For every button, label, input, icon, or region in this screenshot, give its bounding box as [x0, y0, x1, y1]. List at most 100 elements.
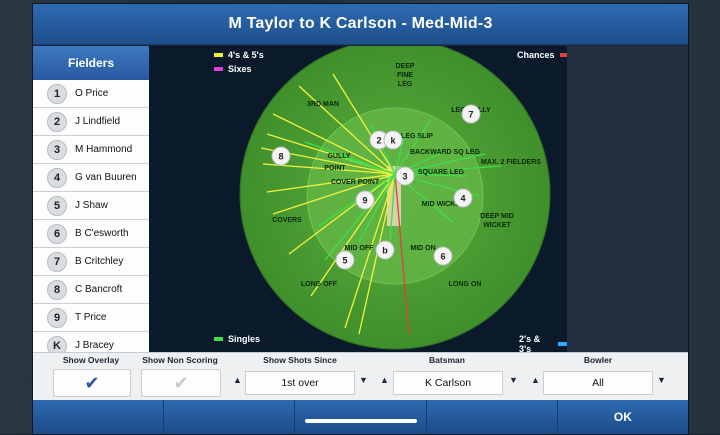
batsman-select[interactable]: K Carlson	[393, 371, 503, 395]
field-position-label: WICKET	[483, 222, 511, 229]
legend-singles-swatch	[214, 337, 223, 341]
field-position-label: BACKWARD SQ LEG	[410, 149, 481, 156]
field-position-label: SQUARE LEG	[418, 169, 465, 176]
footer-cell	[164, 400, 296, 434]
field-position-label: GULLY	[327, 153, 350, 160]
fielder-number-badge: 4	[47, 167, 67, 188]
fielder-marker	[395, 166, 415, 186]
shot-line	[272, 173, 396, 215]
batsman-next-icon[interactable]: ▼	[509, 375, 518, 385]
legend-sixes-swatch	[214, 67, 223, 71]
home-indicator	[305, 419, 417, 423]
footer-cell	[427, 400, 558, 434]
fielder-row[interactable]: 3 M Hammond	[33, 136, 149, 164]
shots-since-next-icon[interactable]: ▼	[359, 375, 368, 385]
fielder-marker	[375, 240, 395, 260]
bowler-select[interactable]: All	[543, 371, 653, 395]
field-position-label: DEEP MID	[480, 213, 514, 220]
fielder-row[interactable]: 5 J Shaw	[33, 192, 149, 220]
field-position-label: COVER POINT	[331, 179, 380, 186]
fielder-name: B Critchley	[75, 256, 124, 267]
bowler-prev-icon[interactable]: ▲	[531, 375, 540, 385]
field-position-label: MAX. 2 FIELDERS	[481, 159, 541, 166]
field-position-label: DEEP	[395, 63, 414, 70]
shot-line	[272, 113, 396, 175]
checkmark-icon: ✔	[173, 373, 189, 393]
fielder-row[interactable]: 9 T Price	[33, 304, 149, 332]
fielder-markers: 7 2 k 8 3 9 4 b 5 6	[271, 104, 481, 270]
fielder-number-badge: 5	[47, 195, 67, 216]
bowler-value: All	[592, 377, 604, 389]
bowler-next-icon[interactable]: ▼	[657, 375, 666, 385]
fielder-marker-label: 5	[342, 256, 347, 266]
fielder-name: M Hammond	[75, 144, 133, 155]
fielder-marker	[335, 250, 355, 270]
fielder-list: 1 O Price 2 J Lindfield 3 M Hammond 4 G van Buu…	[33, 80, 149, 360]
field-position-label: POINT	[324, 165, 346, 172]
checkmark-icon: ✔	[84, 373, 100, 393]
fielder-name: J Shaw	[75, 200, 108, 211]
show-shots-since-select[interactable]: 1st over	[245, 371, 355, 395]
legend-fours-label: 4's & 5's	[228, 50, 264, 60]
field-position-label: MID ON	[410, 245, 435, 252]
fielder-marker-label: k	[390, 136, 396, 146]
fielder-name: O Price	[75, 88, 109, 99]
legend-sixes-label: Sixes	[228, 64, 252, 74]
fielder-marker	[271, 146, 291, 166]
show-overlay-toggle[interactable]: ✔	[53, 369, 131, 397]
field-position-label: COVERS	[272, 217, 302, 224]
field-position-label: MID OFF	[345, 245, 374, 252]
legend-twos-swatch	[558, 342, 567, 346]
show-non-scoring-label: Show Non Scoring	[142, 355, 218, 365]
fielder-row[interactable]: 8 C Bancroft	[33, 276, 149, 304]
fielder-number-badge: 3	[47, 139, 67, 160]
fielder-row[interactable]: 2 J Lindfield	[33, 108, 149, 136]
fielder-marker	[461, 104, 481, 124]
fielder-number-badge: 8	[47, 279, 67, 300]
fielder-name: J Lindfield	[75, 116, 121, 127]
fielder-marker-label: 8	[278, 152, 283, 162]
field-position-label: 3RD MAN	[307, 101, 339, 108]
shot-line	[338, 155, 396, 175]
shot-line	[288, 173, 396, 255]
fielder-number-badge: 6	[47, 223, 67, 244]
batsman-prev-icon[interactable]: ▲	[380, 375, 389, 385]
legend-fours-swatch	[214, 53, 223, 57]
legend-twos: 2's & 3's	[519, 334, 567, 352]
fielder-name: J Bracey	[75, 340, 114, 351]
legend-fours: 4's & 5's	[214, 50, 264, 60]
fielder-number-badge: 2	[47, 111, 67, 132]
field-position-label: FINE	[397, 72, 413, 79]
shot-line	[262, 163, 396, 175]
field-position-label: LONG ON	[449, 281, 482, 288]
shot-line	[344, 173, 396, 329]
fielder-marker	[355, 190, 375, 210]
fielders-header: Fielders	[33, 46, 149, 80]
fielder-number-badge: 1	[47, 83, 67, 104]
shots-since-prev-icon[interactable]: ▲	[233, 375, 242, 385]
fielder-row[interactable]: 7 B Critchley	[33, 248, 149, 276]
dialog-title: M Taylor to K Carlson - Med-Mid-3	[228, 15, 493, 32]
ok-button[interactable]: OK	[558, 400, 688, 434]
bowler-label: Bowler	[583, 355, 613, 365]
fielder-number-badge: 9	[47, 307, 67, 328]
legend-chances: Chances	[517, 50, 567, 60]
shot-line	[394, 173, 410, 335]
fielder-name: C Bancroft	[75, 284, 123, 295]
legend-twos-label: 2's & 3's	[519, 334, 541, 352]
control-bar: Show Overlay ✔ Show Non Scoring ✔ Show S…	[33, 352, 688, 401]
fielder-row[interactable]: 4 G van Buuren	[33, 164, 149, 192]
fielder-marker-label: 4	[460, 194, 465, 204]
fielder-marker-label: 6	[440, 252, 445, 262]
fielder-row[interactable]: 6 B C'esworth	[33, 220, 149, 248]
legend-chances-swatch	[559, 53, 567, 57]
fielder-name: B C'esworth	[75, 228, 129, 239]
fielder-marker-label: b	[382, 246, 388, 256]
fielder-row[interactable]: 1 O Price	[33, 80, 149, 108]
show-non-scoring-toggle[interactable]: ✔	[141, 369, 221, 397]
fielder-marker-label: 9	[362, 196, 367, 206]
right-panel-background	[567, 46, 688, 352]
field-position-label: LEG	[398, 81, 413, 88]
shot-line	[266, 173, 396, 193]
fielder-number-badge: 7	[47, 251, 67, 272]
